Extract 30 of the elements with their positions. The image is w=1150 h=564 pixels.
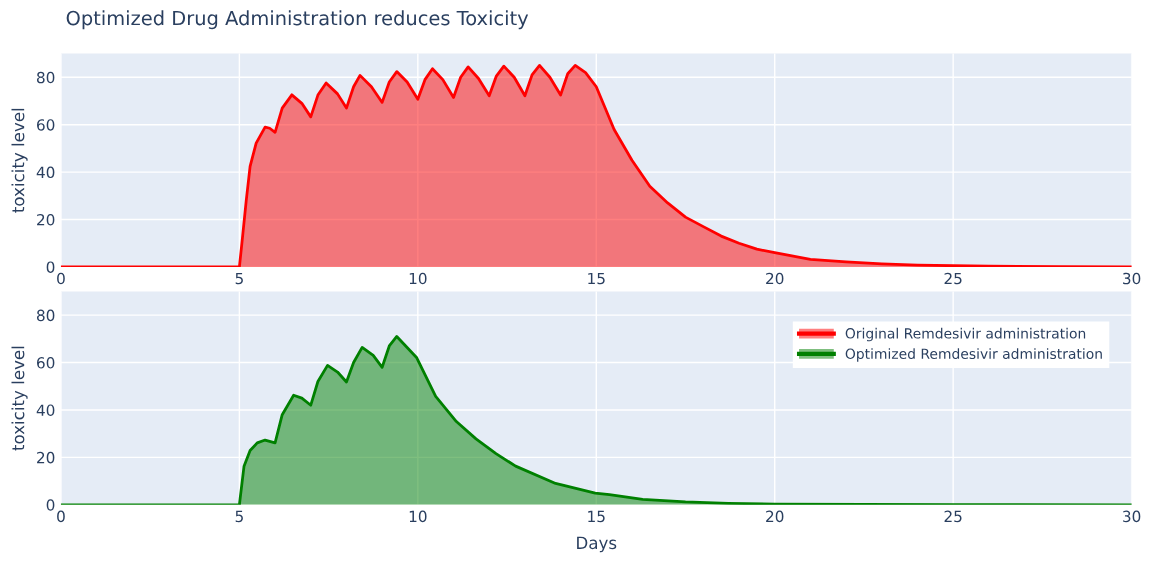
- x-tick-label: 10: [409, 272, 427, 285]
- y-tick-label: 60: [37, 357, 55, 369]
- y-tick-label: 0: [46, 261, 55, 273]
- y-axis-title: toxicity level: [11, 346, 28, 451]
- y-tick-label: 20: [37, 451, 55, 464]
- y-tick-label: 40: [36, 404, 55, 416]
- x-axis-title: Days: [577, 536, 617, 553]
- x-tick-label: 30: [1123, 510, 1141, 523]
- x-tick-label: 20: [766, 510, 784, 523]
- y-tick-label: 80: [36, 71, 55, 84]
- x-tick-label: 0: [57, 272, 65, 285]
- x-tick-label: 0: [57, 510, 65, 523]
- x-tick-label: 25: [944, 272, 962, 285]
- y-tick-label: 80: [36, 309, 55, 322]
- x-tick-label: 5: [235, 272, 243, 285]
- legend-label: Original Remdesivir administration: [845, 327, 1086, 342]
- x-tick-label: 15: [588, 272, 605, 285]
- y-tick-label: 60: [37, 119, 55, 131]
- x-tick-label: 25: [944, 510, 962, 523]
- y-tick-label: 40: [36, 166, 55, 179]
- legend-label: Optimized Remdesivir administration: [845, 348, 1102, 362]
- x-tick-label: 30: [1123, 272, 1141, 285]
- x-tick-label: 15: [588, 510, 605, 523]
- x-tick-label: 20: [766, 272, 784, 285]
- x-tick-label: 10: [409, 510, 427, 523]
- y-axis-title: toxicity level: [11, 108, 28, 213]
- chart-title: Optimized Drug Administration reduces Toxicity: [66, 10, 529, 30]
- y-tick-label: 20: [37, 213, 55, 226]
- y-tick-label: 0: [46, 499, 55, 511]
- x-tick-label: 5: [235, 510, 243, 523]
